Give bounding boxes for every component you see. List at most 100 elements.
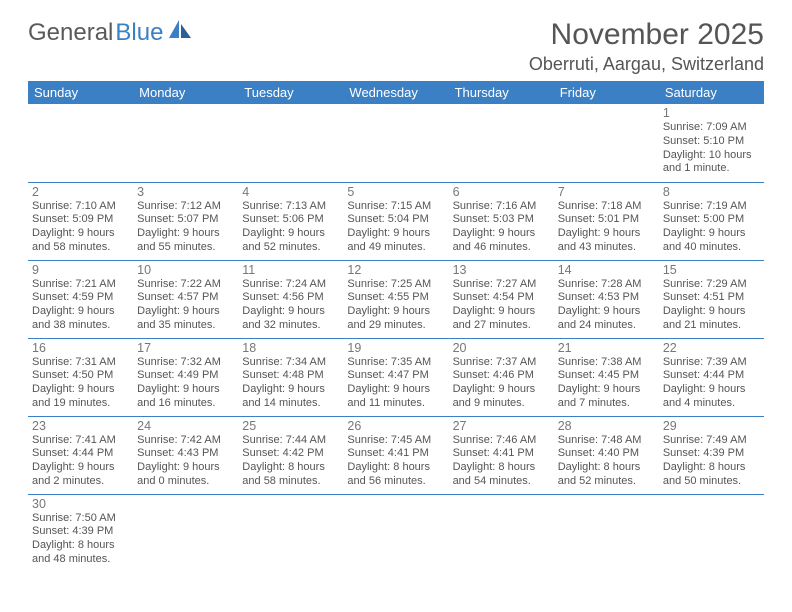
calendar-cell (238, 104, 343, 182)
calendar-cell (133, 104, 238, 182)
daylight-text: Daylight: 9 hours and 24 minutes. (558, 305, 655, 333)
day-info: Sunrise: 7:50 AMSunset: 4:39 PMDaylight:… (32, 512, 129, 567)
calendar-cell (238, 494, 343, 572)
day-number: 20 (453, 341, 550, 355)
day-number: 26 (347, 419, 444, 433)
sunrise-text: Sunrise: 7:34 AM (242, 356, 339, 370)
sunset-text: Sunset: 4:56 PM (242, 291, 339, 305)
sunrise-text: Sunrise: 7:12 AM (137, 200, 234, 214)
day-info: Sunrise: 7:24 AMSunset: 4:56 PMDaylight:… (242, 278, 339, 333)
sunset-text: Sunset: 4:40 PM (558, 447, 655, 461)
sunrise-text: Sunrise: 7:42 AM (137, 434, 234, 448)
col-wednesday: Wednesday (343, 81, 448, 104)
sunrise-text: Sunrise: 7:15 AM (347, 200, 444, 214)
day-number: 22 (663, 341, 760, 355)
calendar-row: 16Sunrise: 7:31 AMSunset: 4:50 PMDayligh… (28, 338, 764, 416)
day-info: Sunrise: 7:39 AMSunset: 4:44 PMDaylight:… (663, 356, 760, 411)
daylight-text: Daylight: 9 hours and 58 minutes. (32, 227, 129, 255)
sunset-text: Sunset: 4:44 PM (663, 369, 760, 383)
day-number: 21 (558, 341, 655, 355)
sunset-text: Sunset: 5:09 PM (32, 213, 129, 227)
day-number: 9 (32, 263, 129, 277)
daylight-text: Daylight: 8 hours and 50 minutes. (663, 461, 760, 489)
sunset-text: Sunset: 4:42 PM (242, 447, 339, 461)
calendar-row: 23Sunrise: 7:41 AMSunset: 4:44 PMDayligh… (28, 416, 764, 494)
sunset-text: Sunset: 4:45 PM (558, 369, 655, 383)
daylight-text: Daylight: 8 hours and 48 minutes. (32, 539, 129, 567)
calendar-table: Sunday Monday Tuesday Wednesday Thursday… (28, 81, 764, 572)
col-tuesday: Tuesday (238, 81, 343, 104)
calendar-row: 1Sunrise: 7:09 AMSunset: 5:10 PMDaylight… (28, 104, 764, 182)
daylight-text: Daylight: 9 hours and 52 minutes. (242, 227, 339, 255)
calendar-cell (659, 494, 764, 572)
daylight-text: Daylight: 9 hours and 38 minutes. (32, 305, 129, 333)
daylight-text: Daylight: 9 hours and 16 minutes. (137, 383, 234, 411)
day-info: Sunrise: 7:21 AMSunset: 4:59 PMDaylight:… (32, 278, 129, 333)
daylight-text: Daylight: 9 hours and 43 minutes. (558, 227, 655, 255)
calendar-cell: 16Sunrise: 7:31 AMSunset: 4:50 PMDayligh… (28, 338, 133, 416)
calendar-cell (554, 494, 659, 572)
sunrise-text: Sunrise: 7:38 AM (558, 356, 655, 370)
sunset-text: Sunset: 4:54 PM (453, 291, 550, 305)
sunset-text: Sunset: 4:47 PM (347, 369, 444, 383)
calendar-cell (343, 104, 448, 182)
day-number: 25 (242, 419, 339, 433)
calendar-cell: 5Sunrise: 7:15 AMSunset: 5:04 PMDaylight… (343, 182, 448, 260)
day-info: Sunrise: 7:35 AMSunset: 4:47 PMDaylight:… (347, 356, 444, 411)
day-number: 6 (453, 185, 550, 199)
sunset-text: Sunset: 5:01 PM (558, 213, 655, 227)
col-thursday: Thursday (449, 81, 554, 104)
calendar-cell: 17Sunrise: 7:32 AMSunset: 4:49 PMDayligh… (133, 338, 238, 416)
col-sunday: Sunday (28, 81, 133, 104)
day-info: Sunrise: 7:34 AMSunset: 4:48 PMDaylight:… (242, 356, 339, 411)
day-number: 28 (558, 419, 655, 433)
day-number: 4 (242, 185, 339, 199)
sunrise-text: Sunrise: 7:32 AM (137, 356, 234, 370)
calendar-cell: 27Sunrise: 7:46 AMSunset: 4:41 PMDayligh… (449, 416, 554, 494)
sunset-text: Sunset: 4:41 PM (347, 447, 444, 461)
sunset-text: Sunset: 4:44 PM (32, 447, 129, 461)
day-number: 11 (242, 263, 339, 277)
calendar-cell: 22Sunrise: 7:39 AMSunset: 4:44 PMDayligh… (659, 338, 764, 416)
daylight-text: Daylight: 9 hours and 55 minutes. (137, 227, 234, 255)
sunrise-text: Sunrise: 7:35 AM (347, 356, 444, 370)
logo: GeneralBlue (28, 18, 193, 47)
daylight-text: Daylight: 9 hours and 11 minutes. (347, 383, 444, 411)
calendar-cell: 21Sunrise: 7:38 AMSunset: 4:45 PMDayligh… (554, 338, 659, 416)
calendar-row: 9Sunrise: 7:21 AMSunset: 4:59 PMDaylight… (28, 260, 764, 338)
day-info: Sunrise: 7:46 AMSunset: 4:41 PMDaylight:… (453, 434, 550, 489)
calendar-cell: 24Sunrise: 7:42 AMSunset: 4:43 PMDayligh… (133, 416, 238, 494)
calendar-body: 1Sunrise: 7:09 AMSunset: 5:10 PMDaylight… (28, 104, 764, 572)
sunrise-text: Sunrise: 7:21 AM (32, 278, 129, 292)
sunset-text: Sunset: 4:43 PM (137, 447, 234, 461)
sunset-text: Sunset: 4:50 PM (32, 369, 129, 383)
day-number: 14 (558, 263, 655, 277)
daylight-text: Daylight: 9 hours and 35 minutes. (137, 305, 234, 333)
day-info: Sunrise: 7:27 AMSunset: 4:54 PMDaylight:… (453, 278, 550, 333)
day-info: Sunrise: 7:10 AMSunset: 5:09 PMDaylight:… (32, 200, 129, 255)
day-info: Sunrise: 7:38 AMSunset: 4:45 PMDaylight:… (558, 356, 655, 411)
sunrise-text: Sunrise: 7:18 AM (558, 200, 655, 214)
day-info: Sunrise: 7:15 AMSunset: 5:04 PMDaylight:… (347, 200, 444, 255)
day-info: Sunrise: 7:09 AMSunset: 5:10 PMDaylight:… (663, 121, 760, 176)
daylight-text: Daylight: 9 hours and 46 minutes. (453, 227, 550, 255)
day-info: Sunrise: 7:49 AMSunset: 4:39 PMDaylight:… (663, 434, 760, 489)
sunset-text: Sunset: 4:48 PM (242, 369, 339, 383)
day-info: Sunrise: 7:32 AMSunset: 4:49 PMDaylight:… (137, 356, 234, 411)
daylight-text: Daylight: 9 hours and 2 minutes. (32, 461, 129, 489)
sunrise-text: Sunrise: 7:19 AM (663, 200, 760, 214)
calendar-cell: 28Sunrise: 7:48 AMSunset: 4:40 PMDayligh… (554, 416, 659, 494)
day-number: 16 (32, 341, 129, 355)
logo-text-1: General (28, 19, 113, 47)
daylight-text: Daylight: 9 hours and 4 minutes. (663, 383, 760, 411)
day-info: Sunrise: 7:28 AMSunset: 4:53 PMDaylight:… (558, 278, 655, 333)
day-info: Sunrise: 7:31 AMSunset: 4:50 PMDaylight:… (32, 356, 129, 411)
sunset-text: Sunset: 5:03 PM (453, 213, 550, 227)
daylight-text: Daylight: 9 hours and 9 minutes. (453, 383, 550, 411)
col-saturday: Saturday (659, 81, 764, 104)
calendar-cell: 13Sunrise: 7:27 AMSunset: 4:54 PMDayligh… (449, 260, 554, 338)
day-number: 5 (347, 185, 444, 199)
day-number: 15 (663, 263, 760, 277)
day-number: 27 (453, 419, 550, 433)
day-number: 7 (558, 185, 655, 199)
